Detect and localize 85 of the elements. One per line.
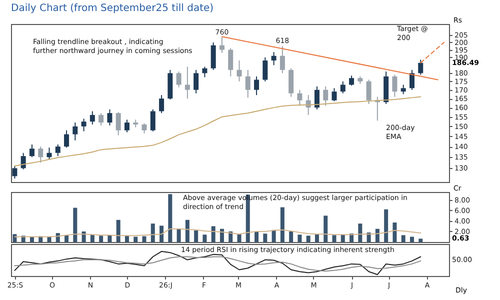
bar bbox=[47, 236, 52, 242]
bar bbox=[82, 231, 86, 242]
candlestick bbox=[124, 119, 130, 133]
candlestick bbox=[400, 84, 406, 95]
candlestick bbox=[150, 108, 156, 132]
bar bbox=[73, 208, 78, 242]
bar bbox=[160, 226, 164, 242]
bar bbox=[211, 226, 216, 242]
chart-title: Daily Chart (from September25 till date) bbox=[11, 3, 214, 14]
bar bbox=[314, 234, 319, 242]
bar bbox=[332, 235, 336, 242]
candlestick bbox=[332, 88, 337, 102]
candlestick bbox=[271, 52, 276, 66]
bar bbox=[12, 234, 17, 242]
candlestick bbox=[72, 122, 78, 141]
bar bbox=[90, 234, 94, 242]
bar bbox=[237, 234, 242, 242]
bar bbox=[150, 224, 155, 242]
bar bbox=[116, 220, 120, 242]
candlestick bbox=[254, 76, 260, 96]
candlestick bbox=[340, 80, 346, 94]
candlestick bbox=[176, 71, 182, 88]
bar bbox=[64, 235, 69, 242]
candlestick bbox=[12, 165, 18, 179]
candlestick bbox=[210, 42, 216, 70]
candlestick bbox=[392, 74, 398, 98]
candlestick bbox=[159, 94, 164, 114]
candlestick bbox=[418, 59, 424, 76]
bar bbox=[289, 231, 294, 242]
bar bbox=[124, 236, 129, 242]
bar bbox=[254, 231, 259, 242]
candlestick bbox=[194, 69, 199, 94]
candlestick bbox=[20, 152, 26, 170]
candlestick bbox=[314, 86, 320, 110]
bar bbox=[194, 230, 198, 242]
bar bbox=[392, 222, 397, 242]
bar bbox=[263, 234, 268, 242]
candlestick bbox=[236, 60, 242, 82]
candlestick bbox=[245, 69, 250, 98]
candlestick bbox=[409, 69, 414, 90]
bar bbox=[306, 236, 310, 242]
bar bbox=[358, 224, 362, 242]
candlestick bbox=[219, 36, 224, 54]
candlestick bbox=[280, 46, 285, 74]
bar bbox=[298, 234, 302, 242]
bar bbox=[30, 236, 34, 242]
bar bbox=[340, 234, 345, 242]
bar bbox=[410, 236, 414, 242]
bar bbox=[185, 220, 190, 242]
bar bbox=[384, 209, 388, 242]
candlestick bbox=[349, 75, 354, 86]
candlestick bbox=[228, 48, 234, 77]
bar bbox=[99, 236, 104, 242]
bar bbox=[324, 216, 328, 242]
candlestick bbox=[98, 112, 104, 126]
bar bbox=[375, 228, 380, 242]
bar bbox=[134, 236, 138, 242]
candlestick bbox=[262, 56, 268, 82]
candlestick bbox=[297, 89, 302, 106]
bar bbox=[418, 238, 423, 242]
candlestick bbox=[288, 68, 294, 98]
candlestick bbox=[64, 130, 70, 148]
candlestick bbox=[29, 144, 34, 158]
candlestick bbox=[142, 123, 147, 134]
bar bbox=[142, 236, 146, 242]
bar bbox=[108, 235, 112, 242]
bar bbox=[202, 234, 207, 242]
candlestick bbox=[90, 110, 95, 125]
candlestick bbox=[323, 86, 328, 106]
bar bbox=[168, 194, 172, 242]
bar bbox=[401, 235, 406, 242]
candlestick bbox=[55, 144, 60, 157]
candlestick bbox=[202, 66, 208, 78]
bar bbox=[280, 207, 284, 242]
candlestick bbox=[184, 66, 190, 100]
candlestick bbox=[107, 108, 112, 126]
candlestick bbox=[46, 147, 52, 160]
candlestick bbox=[366, 79, 372, 104]
candlestick bbox=[81, 118, 86, 132]
candlestick bbox=[38, 146, 44, 164]
bar bbox=[272, 230, 276, 242]
candlestick bbox=[116, 112, 121, 136]
bar bbox=[228, 231, 233, 242]
line-series bbox=[14, 228, 422, 238]
bar bbox=[176, 228, 181, 242]
